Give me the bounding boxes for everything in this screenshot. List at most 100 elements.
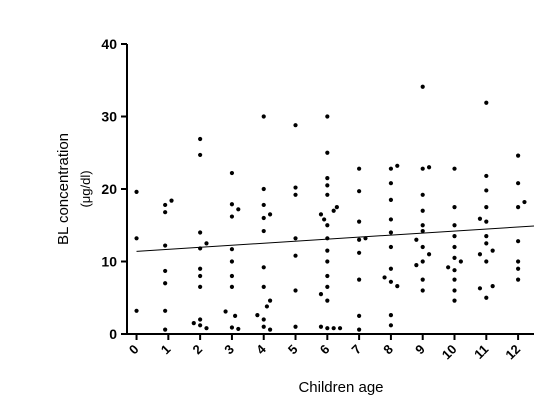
data-point [357,237,362,242]
data-point [382,275,387,280]
data-point [388,181,394,186]
data-point [477,252,483,257]
data-point [420,277,425,282]
data-point [325,273,330,279]
data-point [325,114,330,119]
data-point [388,279,394,284]
data-point [458,259,463,264]
data-point [452,166,457,171]
data-point [261,324,266,329]
data-point [325,192,330,197]
data-point [293,288,298,293]
data-point [331,326,336,331]
data-point [484,234,489,239]
data-point [357,327,362,332]
data-point [204,241,209,246]
data-point [163,327,168,332]
data-point [337,326,343,331]
y-axis-ticks: 0 10 20 30 40 [101,36,127,342]
data-point [261,265,266,270]
data-point [420,84,425,89]
data-point [452,255,457,260]
data-point [516,153,521,158]
data-point [484,259,489,264]
data-point [395,284,400,289]
y-axis-title-group: BL concentration (μg/dl) [55,133,93,245]
data-point [452,205,457,210]
data-point [293,324,298,329]
data-point [516,205,521,210]
y-axis-title: BL concentration [55,133,72,245]
x-tick-label: 4 [253,341,269,357]
data-point [420,244,425,250]
data-point [198,284,203,289]
data-point [516,181,521,186]
y-tick-label: 40 [101,36,117,52]
data-point [261,186,266,192]
data-point [516,259,521,264]
data-point [229,259,235,264]
data-point [198,230,203,235]
data-point [163,308,168,313]
y-tick-label: 10 [101,254,117,270]
data-point [325,248,330,253]
data-point [325,176,330,181]
data-point [293,192,298,197]
data-point [229,202,235,207]
data-point [134,189,139,194]
data-point [452,277,457,282]
data-point [388,323,394,328]
data-point [134,236,139,241]
data-point [420,166,425,171]
data-point [267,298,273,303]
data-point [322,217,327,222]
data-point [134,308,139,313]
data-point [388,197,394,202]
data-point [261,317,266,322]
x-tick-label: 9 [412,342,428,358]
data-point [490,248,495,253]
data-point [293,236,298,241]
data-point [357,189,362,194]
data-point [516,266,521,271]
data-point [426,252,432,257]
data-point [484,295,489,300]
data-point [229,284,235,289]
data-point [318,292,324,297]
data-point [420,223,425,228]
data-point [233,313,238,318]
data-point [204,326,209,331]
data-point [325,183,330,188]
data-point [388,244,394,250]
data-point [229,247,235,252]
data-point [388,217,394,222]
y-tick-label: 30 [101,109,117,125]
data-point [163,210,168,215]
data-point [452,234,457,239]
data-point [229,170,235,176]
data-point [293,123,298,128]
data-point [261,215,266,221]
x-tick-label: 5 [285,342,301,358]
data-point [357,313,362,318]
data-point [420,192,425,197]
data-point [388,313,394,318]
data-point [484,241,489,246]
data-point [267,327,273,332]
data-point [261,202,266,208]
data-point [414,237,419,242]
x-tick-label: 1 [158,342,174,358]
data-point [261,114,266,119]
data-point [169,198,174,203]
data-point [357,219,362,224]
data-points [134,84,527,332]
data-point [267,212,273,217]
data-point [388,266,394,271]
data-point [452,223,457,228]
data-point [452,268,457,273]
data-point [163,243,168,248]
data-point [293,185,298,190]
data-point [229,325,235,330]
data-point [388,166,394,171]
